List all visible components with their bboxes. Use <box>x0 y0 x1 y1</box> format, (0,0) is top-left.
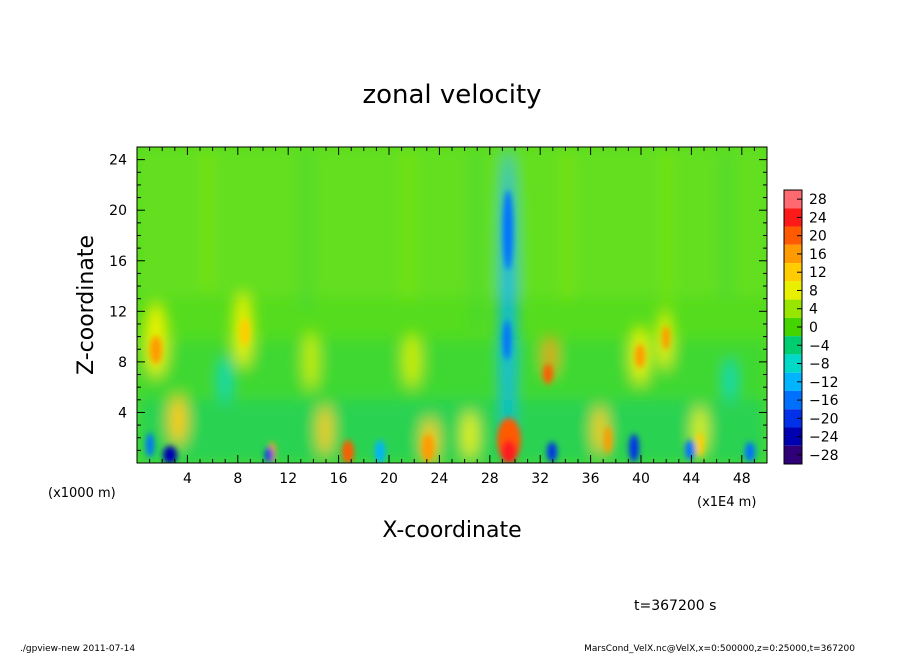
y-axis-ticks: 4 8 12 16 20 24 <box>109 153 767 451</box>
colorbar-label: 12 <box>809 265 827 281</box>
colorbar-swatch <box>784 409 802 428</box>
colorbar-swatch <box>784 354 802 373</box>
footer-right: MarsCond_VelX.nc@VelX,x=0:500000,z=0:250… <box>584 644 855 654</box>
colorbar-label: −16 <box>809 393 839 409</box>
colorbar-swatch <box>784 190 802 209</box>
x-tick-label: 40 <box>632 471 650 487</box>
y-tick-label: 20 <box>109 203 127 219</box>
colorbar-swatch <box>784 281 802 300</box>
colorbar-swatch <box>784 427 802 446</box>
colorbar-label: 4 <box>809 302 818 318</box>
colorbar-swatch <box>784 336 802 355</box>
colorbar-label: −4 <box>809 338 830 354</box>
colorbar: 28 24 20 16 12 8 4 0 −4 −8 −12 −16 −20 −24 −28 <box>783 189 839 465</box>
field-cores <box>146 190 755 463</box>
x-tick-label: 8 <box>233 471 242 487</box>
x-tick-label: 16 <box>330 471 348 487</box>
time-label: t=367200 s <box>634 598 716 614</box>
colorbar-swatch <box>784 445 802 464</box>
colorbar-label: −28 <box>809 448 839 464</box>
chart-title: zonal velocity <box>362 80 541 110</box>
x-tick-label: 36 <box>582 471 600 487</box>
colorbar-swatch <box>784 299 802 318</box>
x-tick-label: 32 <box>531 471 549 487</box>
x-tick-label: 20 <box>380 471 398 487</box>
colorbar-swatch <box>784 372 802 391</box>
y-tick-label: 8 <box>118 355 127 371</box>
colorbar-label: 20 <box>809 229 827 245</box>
y-tick-label: 16 <box>109 254 127 270</box>
colorbar-swatch <box>784 226 802 245</box>
colorbar-label: 0 <box>809 320 818 336</box>
colorbar-label: 28 <box>809 192 827 208</box>
y-tick-label: 12 <box>109 304 127 320</box>
x-axis-unit: (x1E4 m) <box>697 495 756 510</box>
colorbar-label: 24 <box>809 210 827 226</box>
x-axis-ticks: 4 8 12 16 20 24 28 32 36 40 44 48 <box>149 147 755 487</box>
y-axis-unit: (x1000 m) <box>48 486 116 501</box>
colorbar-label: −24 <box>809 430 839 446</box>
field-texture <box>137 147 767 463</box>
colorbar-label: −12 <box>809 375 839 391</box>
colorbar-swatch <box>784 317 802 337</box>
x-tick-label: 28 <box>481 471 499 487</box>
colorbar-swatch <box>784 390 802 410</box>
colorbar-swatch <box>784 244 802 264</box>
colorbar-label: −8 <box>809 357 830 373</box>
colorbar-label: 16 <box>809 247 827 263</box>
x-axis-label: X-coordinate <box>382 518 521 543</box>
plot-area <box>137 147 767 463</box>
x-tick-label: 12 <box>279 471 297 487</box>
y-tick-label: 24 <box>109 153 127 169</box>
colorbar-swatch <box>784 263 802 282</box>
footer-left: ./gpview-new 2011-07-14 <box>20 644 135 654</box>
x-tick-label: 24 <box>430 471 448 487</box>
colorbar-swatch <box>784 208 802 227</box>
x-tick-label: 48 <box>733 471 751 487</box>
x-tick-label: 44 <box>682 471 700 487</box>
colorbar-label: −20 <box>809 411 839 427</box>
colorbar-label: 8 <box>809 283 818 299</box>
x-tick-label: 4 <box>183 471 192 487</box>
y-axis-label: Z-coordinate <box>74 235 99 375</box>
y-tick-label: 4 <box>118 405 127 421</box>
